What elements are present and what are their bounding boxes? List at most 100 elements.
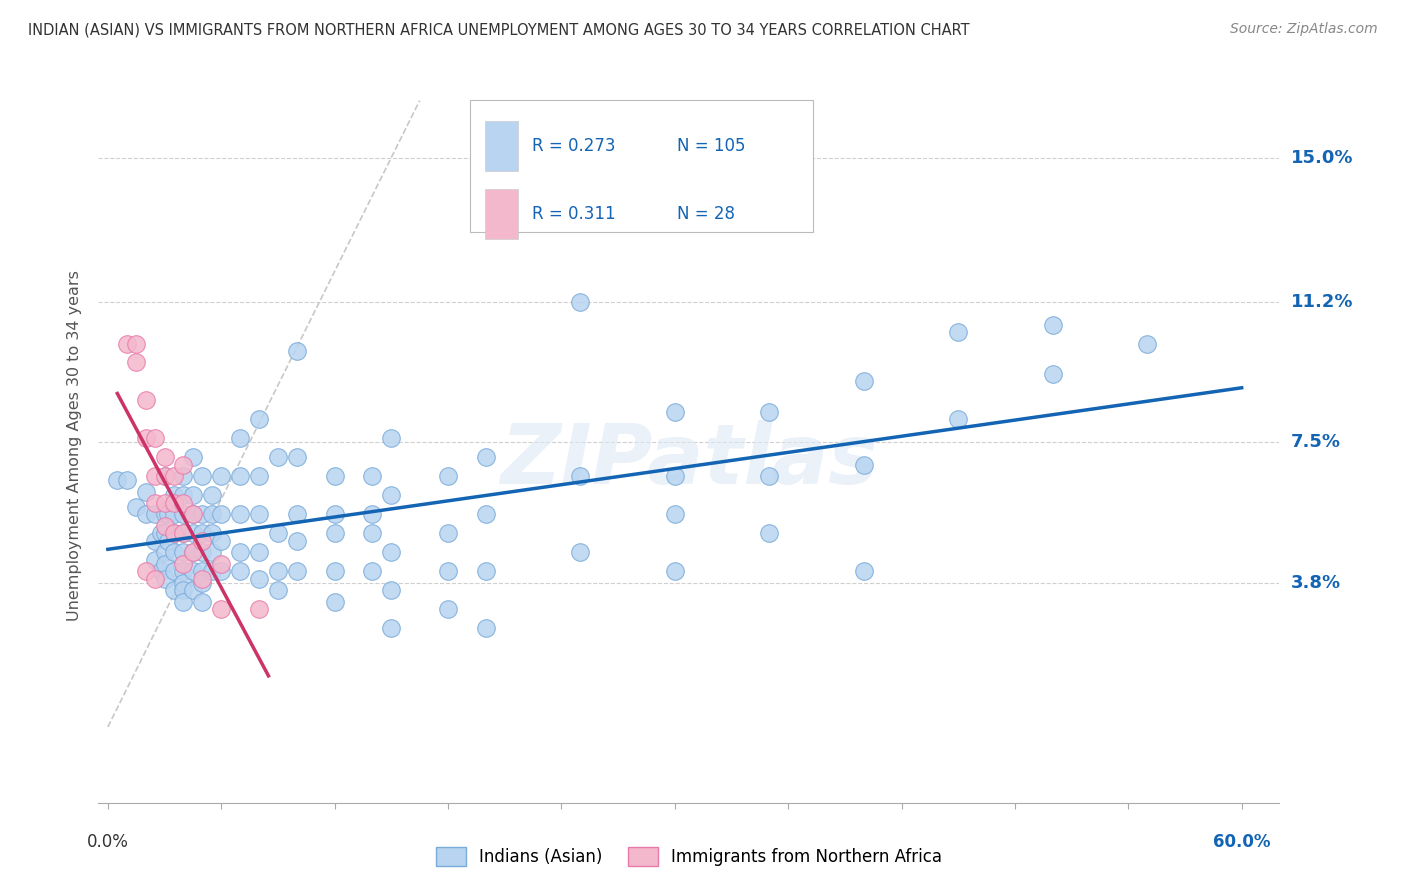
Point — [229, 564, 252, 578]
Point — [323, 469, 346, 483]
Text: N = 28: N = 28 — [678, 205, 735, 223]
Point — [209, 557, 232, 571]
Point — [172, 488, 194, 502]
Point — [209, 508, 232, 522]
Point — [475, 450, 498, 465]
Point — [285, 533, 308, 548]
Point — [1042, 367, 1064, 381]
Point — [191, 526, 214, 541]
Point — [664, 508, 686, 522]
Point — [157, 533, 180, 548]
Point — [135, 564, 157, 578]
Point — [361, 564, 384, 578]
Point — [948, 325, 970, 339]
Point — [105, 473, 128, 487]
Point — [247, 469, 270, 483]
Text: INDIAN (ASIAN) VS IMMIGRANTS FROM NORTHERN AFRICA UNEMPLOYMENT AMONG AGES 30 TO : INDIAN (ASIAN) VS IMMIGRANTS FROM NORTHE… — [28, 22, 970, 37]
Text: N = 105: N = 105 — [678, 137, 745, 155]
Point — [569, 294, 592, 309]
Point — [285, 450, 308, 465]
Point — [172, 508, 194, 522]
Point — [143, 533, 166, 548]
Point — [125, 500, 148, 514]
Point — [163, 469, 186, 483]
Point — [125, 355, 148, 369]
Point — [153, 469, 176, 483]
Point — [153, 545, 176, 559]
Point — [201, 508, 224, 522]
Point — [153, 496, 176, 510]
Point — [437, 469, 460, 483]
Text: 15.0%: 15.0% — [1291, 149, 1353, 167]
Point — [163, 488, 186, 502]
Point — [1042, 318, 1064, 332]
Point — [323, 594, 346, 608]
Point — [758, 469, 780, 483]
Text: 0.0%: 0.0% — [87, 833, 129, 851]
Point — [323, 526, 346, 541]
Point — [475, 564, 498, 578]
Point — [172, 575, 194, 590]
Point — [181, 450, 204, 465]
Point — [163, 583, 186, 598]
Point — [172, 526, 194, 541]
Point — [569, 545, 592, 559]
Point — [172, 545, 194, 559]
Point — [191, 572, 214, 586]
Point — [475, 621, 498, 635]
Point — [143, 469, 166, 483]
Point — [209, 469, 232, 483]
Point — [209, 533, 232, 548]
Point — [1136, 336, 1159, 351]
Point — [157, 508, 180, 522]
Point — [285, 564, 308, 578]
Point — [143, 496, 166, 510]
Point — [437, 564, 460, 578]
Point — [149, 526, 172, 541]
Point — [163, 526, 186, 541]
Point — [852, 564, 875, 578]
Point — [153, 469, 176, 483]
Point — [201, 488, 224, 502]
Point — [191, 545, 214, 559]
Point — [172, 496, 194, 510]
Point — [153, 450, 176, 465]
Point — [664, 564, 686, 578]
Point — [323, 508, 346, 522]
Point — [191, 508, 214, 522]
Point — [143, 508, 166, 522]
Legend: Indians (Asian), Immigrants from Northern Africa: Indians (Asian), Immigrants from Norther… — [436, 847, 942, 866]
Point — [172, 458, 194, 472]
Point — [172, 469, 194, 483]
Point — [267, 450, 290, 465]
Text: 60.0%: 60.0% — [1213, 833, 1271, 851]
FancyBboxPatch shape — [485, 189, 517, 239]
Point — [153, 526, 176, 541]
Point — [247, 572, 270, 586]
Point — [191, 564, 214, 578]
Point — [153, 557, 176, 571]
Point — [181, 526, 204, 541]
Point — [361, 469, 384, 483]
Point — [323, 564, 346, 578]
Point — [143, 431, 166, 445]
Text: ZIPatlas: ZIPatlas — [501, 420, 877, 500]
Text: Source: ZipAtlas.com: Source: ZipAtlas.com — [1230, 22, 1378, 37]
Point — [191, 594, 214, 608]
Point — [758, 526, 780, 541]
Point — [229, 469, 252, 483]
FancyBboxPatch shape — [471, 100, 813, 232]
Point — [172, 557, 194, 571]
Point — [247, 602, 270, 616]
Point — [181, 508, 204, 522]
Point — [285, 344, 308, 359]
Point — [181, 488, 204, 502]
Point — [191, 469, 214, 483]
Point — [475, 508, 498, 522]
Point — [664, 405, 686, 419]
Text: 7.5%: 7.5% — [1291, 434, 1340, 451]
Point — [664, 469, 686, 483]
Point — [191, 533, 214, 548]
Point — [115, 473, 138, 487]
Point — [163, 545, 186, 559]
